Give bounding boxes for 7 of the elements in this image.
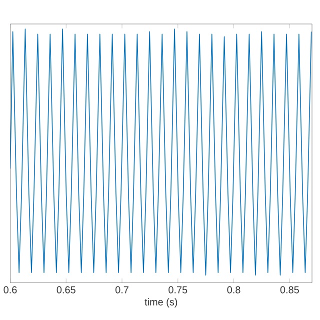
x-tick-label: 0.6 bbox=[4, 286, 17, 294]
x-axis-title: time (s) bbox=[144, 298, 178, 308]
x-tick-label: 0.8 bbox=[227, 286, 240, 294]
x-tick-label: 0.65 bbox=[56, 286, 76, 294]
x-tick-label: 0.7 bbox=[115, 286, 128, 294]
x-tick-label: 0.85 bbox=[280, 286, 299, 294]
x-tick-label: 0.75 bbox=[168, 286, 188, 294]
